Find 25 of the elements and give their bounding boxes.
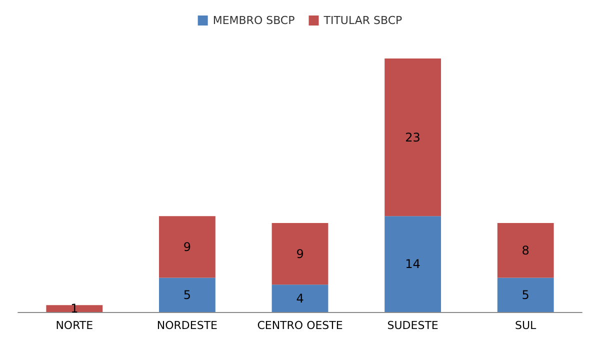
x-tick-label: SUDESTE — [387, 319, 438, 332]
x-tick-label: SUL — [515, 319, 538, 332]
data-label: 5 — [522, 288, 530, 302]
data-label: 14 — [405, 257, 420, 272]
data-label: 5 — [183, 288, 192, 302]
legend-label: MEMBRO SBCP — [212, 14, 296, 27]
data-label: 23 — [405, 130, 420, 144]
bar — [272, 222, 328, 285]
data-label: 1 — [70, 302, 78, 316]
bar — [384, 58, 441, 216]
x-tick-label: CENTRO OESTE — [257, 319, 343, 332]
bar — [384, 216, 441, 312]
bar — [159, 278, 216, 312]
bar — [272, 284, 328, 312]
bar — [497, 222, 554, 278]
data-label: 4 — [296, 291, 304, 306]
bar — [497, 278, 554, 312]
legend-label: TITULAR SBCP — [322, 14, 403, 27]
bar — [159, 216, 216, 278]
x-tick-label: NORDESTE — [156, 319, 218, 332]
data-label: 8 — [522, 243, 530, 258]
bar — [46, 305, 103, 312]
data-label: 9 — [296, 246, 304, 261]
data-label: 9 — [183, 240, 192, 254]
x-tick-label: NORTE — [56, 319, 94, 332]
